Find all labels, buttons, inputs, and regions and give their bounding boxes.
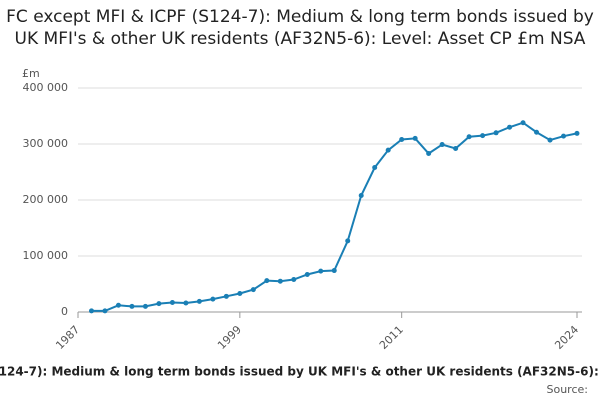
point: [102, 308, 108, 314]
point: [318, 268, 324, 274]
point: [520, 120, 526, 126]
point: [183, 300, 189, 306]
point: [264, 278, 270, 284]
point: [223, 293, 229, 299]
point: [439, 142, 445, 148]
x-tick-label: 2011: [377, 323, 406, 352]
point: [507, 124, 513, 130]
y-tick-label: 200 000: [23, 193, 69, 206]
point: [196, 298, 202, 304]
point: [412, 135, 418, 141]
y-unit: £m: [22, 67, 40, 80]
x-tick-label: 1987: [53, 323, 82, 352]
point: [493, 130, 499, 136]
y-tick-label: 0: [61, 305, 68, 318]
point: [480, 133, 486, 139]
y-tick-label: 400 000: [23, 81, 69, 94]
point: [547, 137, 553, 143]
source: Source:: [547, 383, 589, 396]
point: [561, 133, 567, 139]
point: [345, 238, 351, 244]
point: [574, 130, 580, 136]
point: [169, 299, 175, 305]
point: [331, 268, 337, 274]
chart-title: FC except MFI & ICPF (S124-7): Medium & …: [6, 7, 594, 49]
point: [372, 165, 378, 171]
point: [142, 303, 148, 309]
point: [156, 301, 162, 307]
point: [534, 129, 540, 135]
point: [129, 303, 135, 309]
point: [250, 287, 256, 293]
point: [210, 296, 216, 302]
point: [453, 145, 459, 151]
legend-label: FC except MFI & ICPF (S124-7): Medium & …: [0, 365, 600, 379]
point: [304, 271, 310, 277]
point: [291, 277, 297, 283]
point: [358, 193, 364, 199]
point: [88, 308, 94, 314]
point: [399, 137, 405, 143]
x-tick-label: 1999: [215, 323, 244, 352]
y-tick-label: 300 000: [23, 137, 69, 150]
line: [91, 121, 578, 312]
point: [115, 302, 121, 308]
y-tick-label: 100 000: [23, 249, 69, 262]
point: [385, 147, 391, 153]
point: [237, 291, 243, 297]
x-tick-label: 2024: [552, 323, 581, 352]
point: [426, 151, 432, 157]
point: [277, 278, 283, 284]
point: [466, 134, 472, 140]
